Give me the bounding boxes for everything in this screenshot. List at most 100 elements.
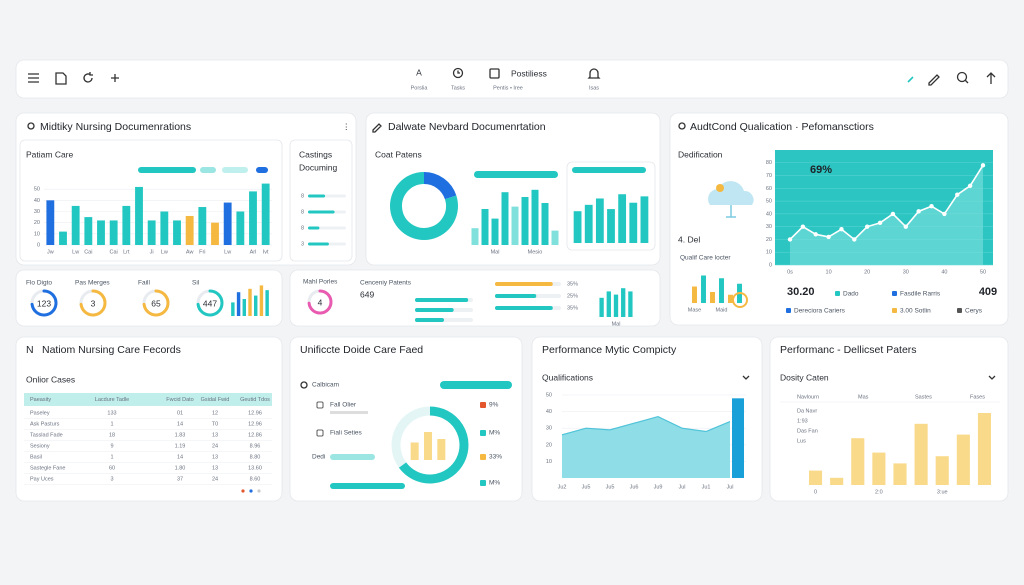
bar: [914, 423, 928, 485]
bar-track: [330, 454, 375, 460]
upload-button[interactable]: [986, 72, 996, 84]
legend-swatch: [480, 402, 486, 408]
y-tick-label: 30: [766, 224, 772, 230]
page-dot[interactable]: [257, 489, 261, 493]
table-cell: 13.60: [248, 465, 262, 471]
highlight-bar: [732, 398, 744, 478]
page-dot[interactable]: [249, 489, 253, 493]
bar: [236, 292, 241, 316]
panel-subtitle: Qualifications: [542, 372, 593, 382]
table-cell: Sastegle Fane: [30, 465, 65, 471]
table-cell: 24: [212, 443, 218, 449]
bar: [308, 210, 335, 214]
bar: [481, 209, 489, 245]
bar: [160, 211, 169, 245]
toolbar: [15, 59, 1009, 99]
legend-swatch: [480, 430, 486, 436]
bar: [308, 242, 329, 246]
point: [787, 237, 793, 242]
bar: [935, 456, 949, 485]
y-tick-label: 30: [34, 209, 40, 215]
table-cell: 1.19: [175, 443, 186, 449]
table-cell: 14: [177, 454, 183, 460]
table-cell: 8.60: [250, 476, 261, 482]
point: [903, 224, 908, 229]
bar: [501, 192, 509, 245]
bar: [59, 231, 67, 245]
legend-label: Fasdile Rarris: [900, 291, 941, 298]
item-icon: [300, 381, 308, 389]
refresh-button[interactable]: [83, 72, 93, 83]
legend-pill: [138, 167, 196, 173]
table-cell: 1.83: [175, 432, 186, 438]
x-tick-label: Mase: [688, 307, 701, 313]
chevron[interactable]: [988, 375, 996, 380]
page-dot[interactable]: [241, 489, 245, 493]
column-header: Gsidal Fwid: [201, 397, 230, 403]
bar: [719, 278, 724, 303]
x-tick-label: Lw: [72, 249, 79, 255]
y-tick-label: 40: [766, 211, 772, 217]
gauge-label: Faill: [138, 280, 150, 287]
bar: [71, 205, 80, 245]
gauge-arc: [30, 289, 58, 317]
mini-ring: [732, 292, 748, 308]
cloud-stem: [726, 205, 736, 218]
search-icon: [678, 122, 686, 130]
bar: [185, 215, 194, 245]
bar: [173, 220, 181, 245]
x-tick-label: 30: [903, 269, 909, 275]
table-cell: 12.96: [248, 421, 262, 427]
table-cell: 12.86: [248, 432, 262, 438]
bar: [956, 434, 970, 485]
x-tick-label: Ji: [150, 249, 154, 255]
bar: [308, 194, 326, 198]
x-tick-label: 20: [864, 269, 870, 275]
x-tick-label: Lw: [161, 249, 168, 255]
percent-label: M%: [489, 430, 500, 437]
stat: 409: [979, 286, 997, 298]
point: [942, 211, 947, 217]
bar: [830, 477, 844, 485]
y-tick-label: 20: [546, 442, 552, 448]
bar-track: [330, 483, 405, 489]
bar: [872, 452, 886, 485]
bar: [521, 197, 529, 245]
legend-swatch: [480, 480, 486, 486]
annotation: 69%: [810, 164, 832, 176]
row-label: 1:93: [797, 418, 808, 424]
search-button[interactable]: [956, 71, 969, 84]
panel-title: Natiom Nursing Care Fecords: [42, 344, 181, 356]
bar: [415, 318, 444, 322]
gauge-value: 3: [91, 298, 96, 308]
bar: [531, 189, 539, 245]
x-tick-label: Cai: [110, 249, 118, 255]
menu-button[interactable]: [28, 73, 39, 83]
doc-button[interactable]: [55, 72, 67, 85]
bar: [308, 226, 320, 230]
add-button[interactable]: [111, 74, 119, 82]
table-cell: 8.80: [250, 454, 261, 460]
gauge-value: 447: [203, 298, 217, 308]
bar: [261, 183, 270, 245]
bar: [265, 290, 269, 316]
gauge-label: Flo Digto: [26, 280, 52, 287]
x-tick-label: Mal: [612, 321, 621, 327]
panel-title: Unificcte Doide Care Faed: [300, 344, 423, 356]
chevron[interactable]: [742, 375, 750, 380]
x-tick-label: Mesio: [528, 249, 543, 255]
donut-segment: [391, 406, 431, 468]
value-label: 35%: [567, 305, 578, 311]
nav-label: Isas: [589, 85, 599, 91]
table-cell: 12: [212, 410, 218, 416]
posts-icon: [489, 68, 500, 79]
x-tick-label: 0s: [787, 269, 793, 275]
bar: [97, 220, 105, 245]
edit-button[interactable]: [907, 74, 940, 86]
bar: [595, 198, 604, 243]
percent-label: M%: [489, 480, 500, 487]
x-tick-label: Ju5: [606, 484, 615, 490]
bulb: [716, 184, 724, 192]
bar: [231, 302, 235, 316]
